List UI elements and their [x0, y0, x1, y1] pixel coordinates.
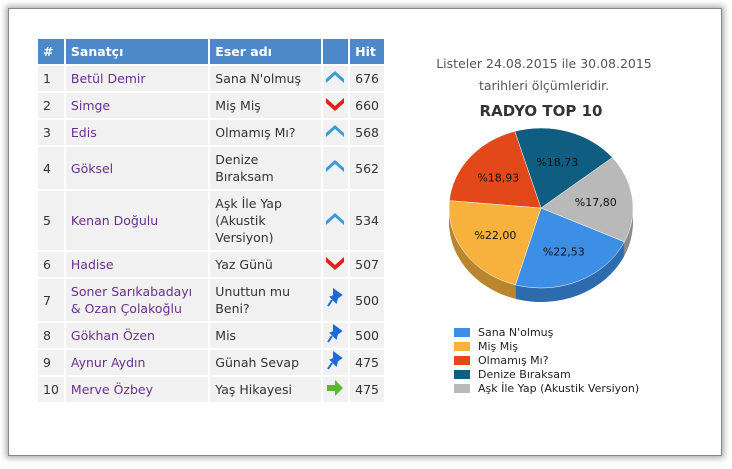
- table-cell: Merve Özbey: [65, 377, 211, 402]
- slice: [515, 207, 625, 289]
- legend-swatch: [454, 356, 470, 365]
- table-cell: Aynur Aydın: [65, 350, 211, 375]
- table-row: 9 Aynur Aydın Günah Sevap 475: [38, 350, 386, 375]
- table-cell: 8: [38, 323, 66, 348]
- table-cell: 676: [350, 66, 386, 91]
- table-cell: [322, 66, 351, 91]
- data-label: %17,80: [575, 196, 617, 209]
- table-row: 1 Betül Demir Sana N'olmuş 676: [38, 66, 386, 91]
- table-cell: 475: [350, 377, 386, 402]
- note: Listeler 24.08.2015 ile 30.08.2015 tarih…: [436, 56, 652, 93]
- table-cell: 568: [350, 120, 386, 145]
- legend-swatch: [454, 342, 470, 351]
- table-row: 3 Edis Olmamış Mı? 568: [38, 120, 386, 145]
- table-cell: Denize Bıraksam: [210, 147, 323, 189]
- table-cell: [322, 377, 351, 402]
- slice: [514, 127, 613, 209]
- chart-table: # Sanatçı Eser adı Hit 1 Betül Demir Sana …: [38, 37, 386, 404]
- table-cell: 9: [38, 350, 66, 375]
- table-cell: [322, 147, 351, 189]
- legend-label: Aşk İle Yap (Akustik Versiyon): [478, 382, 639, 395]
- table-cell: 475: [350, 350, 386, 375]
- table-cell: 562: [350, 147, 386, 189]
- table-row: 4 Göksel Denize Bıraksam 562: [38, 147, 386, 189]
- table-cell: [322, 252, 351, 277]
- table-cell: 5: [38, 191, 66, 250]
- legend-label: Sana N'olmuş: [478, 326, 554, 339]
- slice: [540, 157, 634, 243]
- table-cell: Miş Miş: [210, 93, 323, 118]
- table-cell: 6: [38, 252, 66, 277]
- table-cell: 1: [38, 66, 66, 91]
- table-cell: Mis: [210, 323, 323, 348]
- legend-swatch: [454, 328, 470, 337]
- table-cell: Hadise: [65, 252, 211, 277]
- table-cell: Simge: [65, 93, 211, 118]
- table-cell: [322, 120, 351, 145]
- table-cell: 660: [350, 93, 386, 118]
- table-row: 6 Hadise Yaz Günü 507: [38, 252, 386, 277]
- slice: [449, 131, 542, 209]
- table-cell: [322, 279, 351, 321]
- data-label: %18,93: [477, 172, 519, 185]
- table-cell: Göksel: [65, 147, 211, 189]
- chart-title: RADYO TOP 10: [480, 102, 603, 120]
- table-cell: 10: [38, 377, 66, 402]
- table-cell: 534: [350, 191, 386, 250]
- header-cell: Eser adı: [210, 39, 323, 64]
- table-cell: 4: [38, 147, 66, 189]
- data-label: %22,53: [543, 246, 585, 259]
- table-cell: Yaz Günü: [210, 252, 323, 277]
- header-cell: [322, 39, 351, 64]
- legend-swatch: [454, 384, 470, 393]
- table-cell: 500: [350, 279, 386, 321]
- legend-label: Denize Bıraksam: [478, 368, 571, 381]
- table-cell: Olmamış Mı?: [210, 120, 323, 145]
- legend-label: Olmamış Mı?: [478, 354, 549, 367]
- table-body: 1 Betül Demir Sana N'olmuş 676 2 Simge Miş Miş…: [38, 66, 386, 402]
- table-cell: Günah Sevap: [210, 350, 323, 375]
- data-label: %18,73: [536, 156, 578, 169]
- table-cell: Sana N'olmuş: [210, 66, 323, 91]
- table-cell: Yaş Hikayesi: [210, 377, 323, 402]
- table-cell: [322, 93, 351, 118]
- table-cell: 2: [38, 93, 66, 118]
- table-cell: 3: [38, 120, 66, 145]
- header-cell: Hit: [350, 39, 386, 64]
- header-cell: #: [38, 39, 66, 64]
- data-label: %22,00: [474, 229, 516, 242]
- slice: [448, 200, 542, 286]
- table-cell: Aşk İle Yap (Akustik Versiyon): [210, 191, 323, 250]
- table-cell: 507: [350, 252, 386, 277]
- table-cell: [322, 323, 351, 348]
- table-row: 8 Gökhan Özen Mis 500: [38, 323, 386, 348]
- table-cell: Edis: [65, 120, 211, 145]
- table-cell: Gökhan Özen: [65, 323, 211, 348]
- table-cell: Unuttun mu Beni?: [210, 279, 323, 321]
- table-row: 10 Merve Özbey Yaş Hikayesi 475: [38, 377, 386, 402]
- header-cell: Sanatçı: [65, 39, 211, 64]
- table-row: 2 Simge Miş Miş 660: [38, 93, 386, 118]
- table-cell: 7: [38, 279, 66, 321]
- table-cell: Betül Demir: [65, 66, 211, 91]
- table-cell: [322, 191, 351, 250]
- table-cell: [322, 350, 351, 375]
- table-row: 7 Soner Sarıkabadayı & Ozan Çolakoğlu Unut…: [38, 279, 386, 321]
- table-row: 5 Kenan Doğulu Aşk İle Yap (Akustik Versiy…: [38, 191, 386, 250]
- legend-swatch: [454, 370, 470, 379]
- table-cell: Kenan Doğulu: [65, 191, 211, 250]
- table-cell: 500: [350, 323, 386, 348]
- table-cell: Soner Sarıkabadayı & Ozan Çolakoğlu: [65, 279, 211, 321]
- legend-label: Miş Miş: [478, 340, 518, 353]
